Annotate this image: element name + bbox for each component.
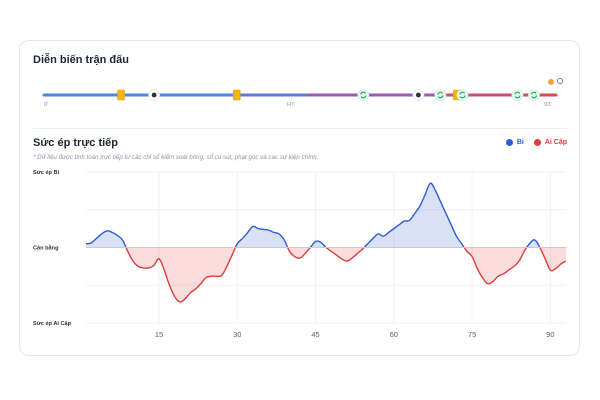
x-tick-label: 60 [390,330,398,339]
ylabel-bottom: Sức ép Ai Cập [33,321,72,327]
legend-item-away[interactable]: Ai Cập [533,139,567,146]
ball-icon [557,78,563,84]
yellow-card-icon[interactable] [117,89,125,101]
ylabel-mid: Cân bằng [33,245,59,252]
legend-away-label: Ai Cập [544,139,567,146]
x-tick-label: 75 [468,330,476,339]
pressure-chart: Sức ép Bi Cân bằng Sức ép Ai Cập 15 30 45 60 75… [33,170,566,339]
section-divider [33,128,567,129]
yellow-card-icon[interactable] [232,89,241,101]
substitution-icon[interactable] [434,89,447,101]
x-tick-label: 45 [311,330,319,339]
home-pressure-area [86,183,566,248]
pressure-legend: Bi Ai Cập [505,139,567,146]
x-tick-label: 90 [546,330,554,339]
substitution-icon[interactable] [511,89,524,101]
ball-icon[interactable] [148,89,161,101]
substitution-icon[interactable] [357,89,370,101]
substitution-icon[interactable] [456,89,469,101]
timeline-start-label: 0' [44,102,49,108]
timeline-half-label: HT [287,102,295,108]
legend-item-home[interactable]: Bi [505,139,524,146]
home-pressure-line [86,182,541,248]
ylabel-top: Sức ép Bi [33,170,60,176]
legend-home-label: Bi [516,139,524,146]
timeline-title: Diễn biến trận đấu [33,54,129,66]
pressure-note: * Dữ liệu được tính toán trực tiếp từ cá… [33,154,319,161]
substitution-icon[interactable] [528,89,540,101]
away-pressure-line [125,247,566,303]
legend-away-dot [533,139,541,146]
match-timeline [42,78,563,101]
away-pressure-area [86,247,566,302]
ball-icon[interactable] [412,89,425,101]
x-tick-label: 30 [233,330,241,339]
pressure-title: Sức ép trực tiếp [33,137,119,149]
x-tick-label: 15 [155,330,163,339]
legend-home-dot [505,139,513,146]
runner-icon [548,79,554,85]
match-card [19,40,580,356]
timeline-end-label: 93' [544,102,552,108]
